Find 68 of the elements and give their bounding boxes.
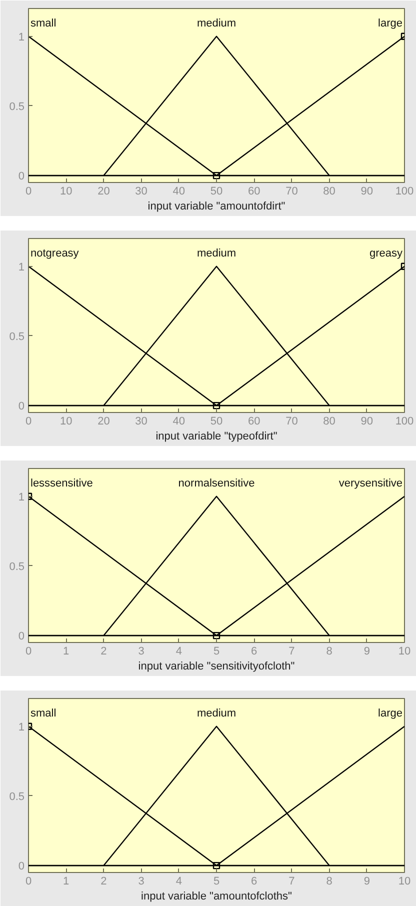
x-tick-label: 2 [100,876,107,888]
x-tick-label: 7 [288,876,295,888]
x-tick-label: 8 [326,876,332,888]
x-tick-label: 10 [398,876,411,888]
x-tick-label: 50 [210,186,223,198]
series-label: large [378,17,403,30]
series-label: lesssensitive [30,477,93,490]
series-label: large [378,707,403,720]
y-tick-label: 1 [18,261,25,274]
y-tick-label: 1 [18,721,25,734]
x-tick-label: 60 [248,186,260,198]
x-tick-label: 50 [210,416,223,428]
x-tick-label: 30 [135,186,148,198]
x-tick-label: 3 [138,876,144,888]
y-tick-label: 0.5 [9,100,25,113]
x-tick-label: 9 [364,646,370,658]
x-tick-label: 90 [360,186,374,198]
x-tick-label: 8 [326,646,332,658]
y-tick-label: 0 [18,630,25,643]
x-tick-label: 100 [395,186,414,198]
x-tick-label: 3 [138,646,144,658]
y-tick-label: 0.5 [9,560,25,573]
x-tick-label: 1 [63,646,70,658]
series-label: small [30,17,56,30]
x-tick-label: 4 [176,646,182,658]
y-tick-label: 0 [18,400,25,413]
x-tick-label: 2 [100,646,107,658]
x-tick-label: 5 [213,876,220,888]
series-label: notgreasy [30,247,80,260]
x-axis-title: input variable "amountofdirt" [148,200,286,212]
x-tick-label: 20 [98,416,110,428]
x-tick-label: 60 [248,416,260,428]
x-tick-label: 6 [251,646,258,658]
x-tick-label: 10 [398,646,411,658]
y-tick-label: 0 [18,170,25,183]
x-tick-label: 80 [323,186,336,198]
x-tick-label: 30 [135,416,148,428]
x-tick-label: 9 [364,876,370,888]
x-tick-label: 7 [288,646,295,658]
x-tick-label: 40 [172,416,186,428]
x-tick-label: 70 [286,416,298,428]
series-label: greasy [369,247,403,260]
x-axis-title: input variable "amountofcloths" [141,890,292,902]
series-label: medium [196,247,236,260]
x-tick-label: 6 [251,876,258,888]
series-label: medium [196,707,236,720]
x-tick-label: 80 [323,416,336,428]
x-tick-label: 4 [176,876,182,888]
x-tick-label: 40 [172,186,186,198]
y-tick-label: 0.5 [9,790,25,803]
series-label: small [30,707,56,720]
x-tick-label: 5 [213,646,220,658]
series-label: medium [196,17,236,30]
x-tick-label: 10 [60,416,72,428]
series-label: verysensitive [338,477,402,490]
series-label: normalsensitive [178,477,255,490]
x-axis-title: input variable "sensitivityofcloth" [138,660,295,672]
y-tick-label: 0 [18,860,25,873]
x-tick-label: 10 [60,186,72,198]
x-tick-label: 70 [286,186,298,198]
x-tick-label: 100 [395,416,414,428]
x-tick-label: 90 [360,416,374,428]
y-tick-label: 1 [18,491,25,504]
x-axis-title: input variable "typeofdirt" [156,430,278,442]
x-tick-label: 20 [98,186,110,198]
y-tick-label: 1 [18,31,25,44]
x-tick-label: 1 [63,876,70,888]
y-tick-label: 0.5 [9,330,25,343]
